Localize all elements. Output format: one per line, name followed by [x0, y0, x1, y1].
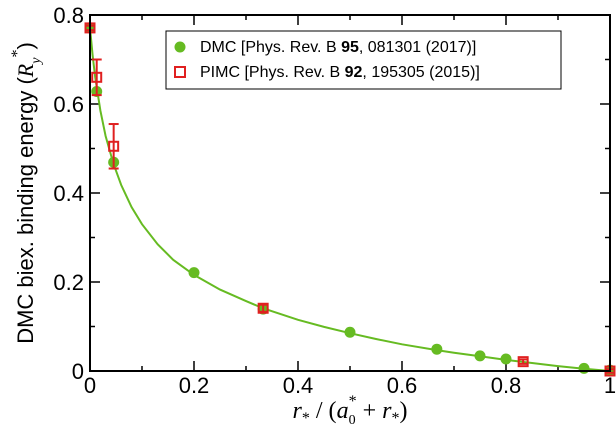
- y-tick-label: 0.4: [53, 181, 84, 206]
- legend-box: [165, 30, 562, 90]
- x-tick-label: 1: [604, 373, 616, 398]
- legend: DMC [Phys. Rev. B 95, 081301 (2017)] PIM…: [165, 30, 562, 90]
- legend-marker-dmc: [174, 41, 186, 53]
- x-tick-label: 0.2: [179, 373, 210, 398]
- dmc-point: [344, 326, 356, 338]
- x-tick-label: 0.6: [387, 373, 418, 398]
- legend-label-pimc: PIMC [Phys. Rev. B 92, 195305 (2015)]: [200, 64, 480, 81]
- dmc-point: [578, 362, 590, 374]
- x-tick-label: 0.4: [283, 373, 314, 398]
- dmc-point: [188, 267, 200, 279]
- y-tick-label: 0.6: [53, 92, 84, 117]
- x-tick-label: 0: [84, 373, 96, 398]
- y-tick-label: 0.8: [53, 3, 84, 28]
- pimc-point: [91, 71, 103, 83]
- dmc-point: [474, 350, 486, 362]
- x-axis-label: r* / (a0* + r*): [293, 393, 408, 428]
- pimc-point: [257, 302, 269, 314]
- y-axis-label: DMC biex. binding energy (Ry*): [9, 42, 44, 344]
- y-tick-label: 0: [72, 359, 84, 384]
- pimc-point: [517, 356, 529, 368]
- pimc-point: [108, 140, 120, 152]
- dmc-point: [500, 353, 512, 365]
- y-tick-label: 0.2: [53, 270, 84, 295]
- x-tick-label: 0.8: [491, 373, 522, 398]
- legend-marker-pimc: [174, 66, 186, 78]
- tick-labels: 0 0.2 0.4 0.6 0.8 1 0 0.2 0.4 0.6 0.8: [53, 3, 616, 398]
- dmc-point: [431, 343, 443, 355]
- legend-label-dmc: DMC [Phys. Rev. B 95, 081301 (2017)]: [200, 39, 476, 56]
- plot-frame: [89, 14, 611, 372]
